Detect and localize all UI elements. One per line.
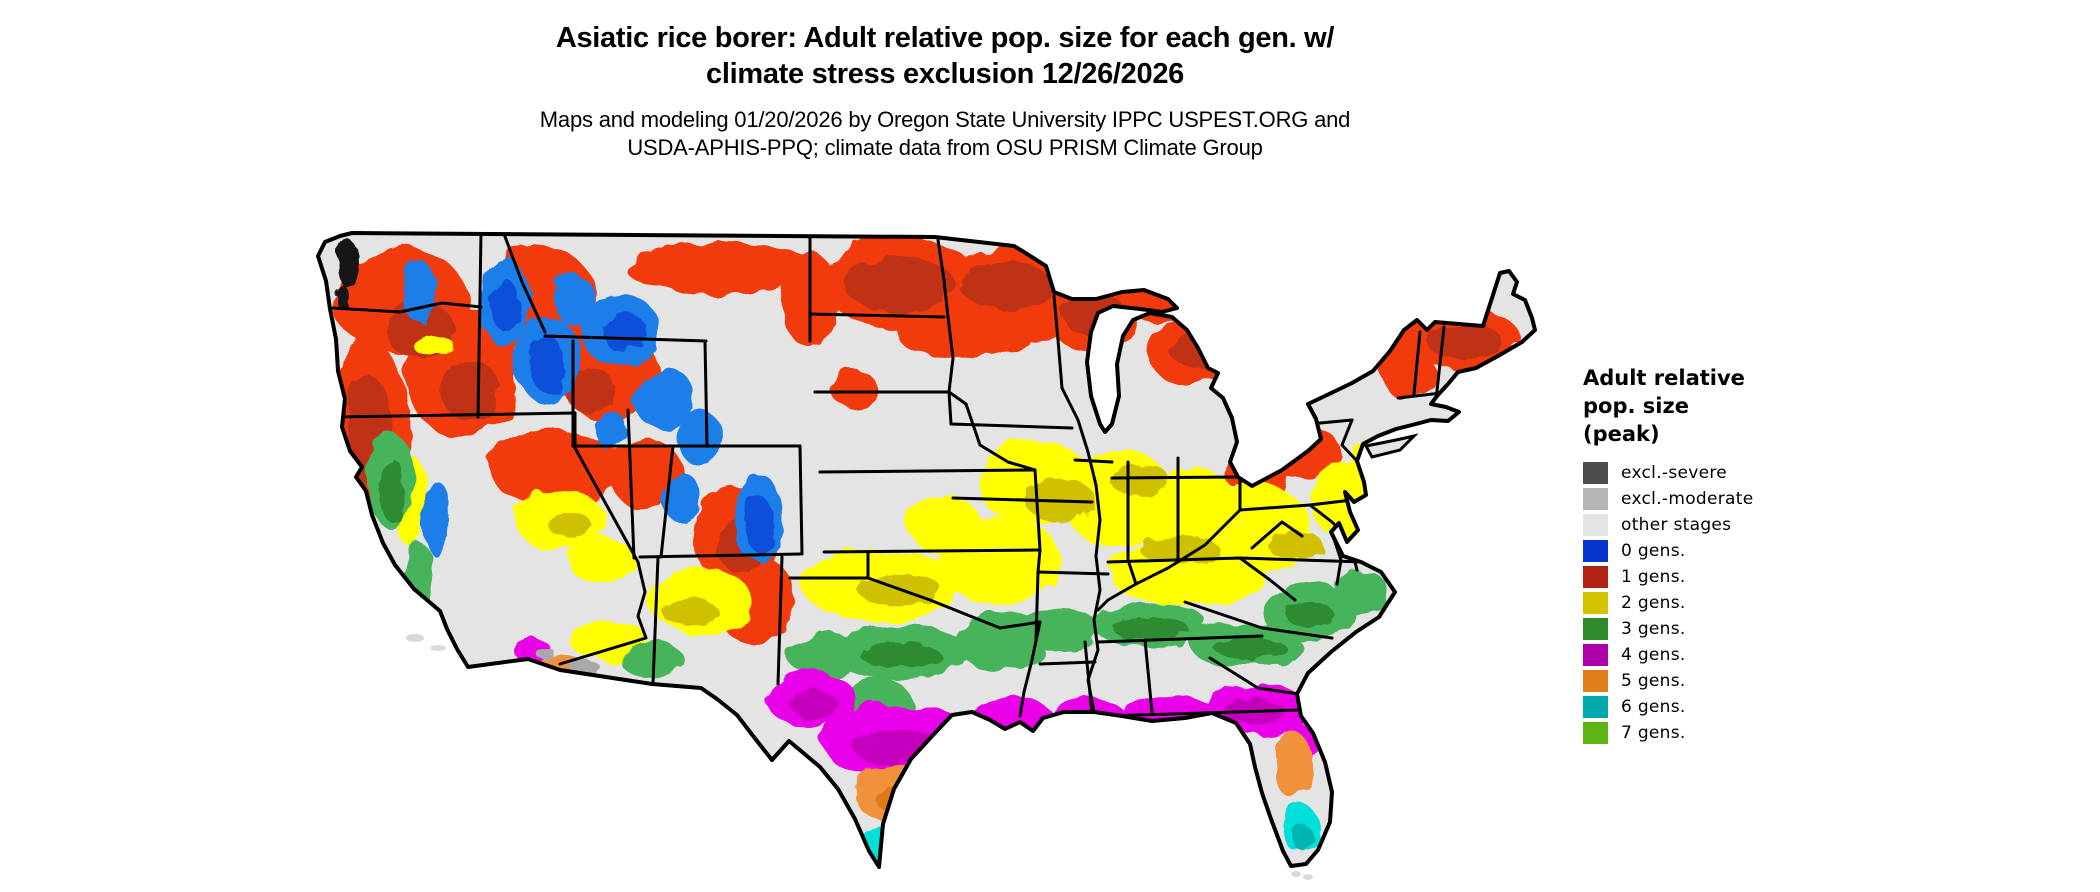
subtitle-line-2: USDA-APHIS-PPQ; climate data from OSU PR… xyxy=(627,135,1263,160)
band-4-gens-shading xyxy=(791,691,1287,766)
legend-swatch xyxy=(1583,722,1608,744)
subtitle-line-1: Maps and modeling 01/20/2026 by Oregon S… xyxy=(539,107,1351,132)
legend-item: 2 gens. xyxy=(1583,590,1883,616)
legend-item-label: 0 gens. xyxy=(1621,541,1686,561)
legend-item: 1 gens. xyxy=(1583,564,1883,590)
legend-item: 4 gens. xyxy=(1583,642,1883,668)
legend-swatch xyxy=(1583,592,1608,614)
legend-item-label: 3 gens. xyxy=(1621,619,1686,639)
legend-item-label: 1 gens. xyxy=(1621,567,1686,587)
legend-item: excl.-severe xyxy=(1583,460,1883,486)
subtitle-block: Maps and modeling 01/20/2026 by Oregon S… xyxy=(0,106,1890,162)
legend-swatch xyxy=(1583,696,1608,718)
legend: Adult relative pop. size (peak) excl.-se… xyxy=(1583,364,1883,746)
legend-item: 7 gens. xyxy=(1583,720,1883,746)
legend-item-label: excl.-moderate xyxy=(1621,489,1754,509)
legend-item-label: 6 gens. xyxy=(1621,697,1686,717)
legend-item-label: excl.-severe xyxy=(1621,463,1728,483)
legend-items: excl.-severe excl.-moderate other stages 0 … xyxy=(1583,460,1883,746)
excl-severe-layer xyxy=(335,240,359,308)
legend-item: excl.-moderate xyxy=(1583,486,1883,512)
legend-swatch xyxy=(1583,540,1608,562)
generation-bands xyxy=(328,233,1520,865)
legend-item: 6 gens. xyxy=(1583,694,1883,720)
title-block: Asiatic rice borer: Adult relative pop. … xyxy=(0,20,1890,162)
offshore-islands xyxy=(406,634,1313,880)
legend-item: 5 gens. xyxy=(1583,668,1883,694)
legend-item: 0 gens. xyxy=(1583,538,1883,564)
legend-swatch xyxy=(1583,618,1608,640)
legend-title-line-3: (peak) xyxy=(1583,422,1660,446)
legend-item-label: other stages xyxy=(1621,515,1732,535)
state-borders xyxy=(331,233,1452,718)
legend-item-label: 4 gens. xyxy=(1621,645,1686,665)
long-island xyxy=(1363,433,1419,459)
legend-item-label: 5 gens. xyxy=(1621,671,1686,691)
legend-swatch xyxy=(1583,462,1608,484)
band-0-gens-shading xyxy=(491,279,774,553)
page-title-line-2: climate stress exclusion 12/26/2026 xyxy=(706,58,1184,90)
legend-swatch xyxy=(1583,644,1608,666)
legend-item: other stages xyxy=(1583,512,1883,538)
legend-title-line-1: Adult relative xyxy=(1583,366,1745,390)
band-6-gens-layer xyxy=(865,806,1321,865)
band-3-gens-shading xyxy=(379,458,1334,668)
legend-swatch xyxy=(1583,670,1608,692)
legend-swatch xyxy=(1583,566,1608,588)
legend-title: Adult relative pop. size (peak) xyxy=(1583,364,1883,448)
legend-item-label: 7 gens. xyxy=(1621,723,1686,743)
band-3-gens-layer xyxy=(368,432,1388,722)
page-title-line-1: Asiatic rice borer: Adult relative pop. … xyxy=(555,22,1335,54)
legend-swatch xyxy=(1583,514,1608,536)
band-6-gens-shading xyxy=(1292,826,1314,850)
legend-title-line-2: pop. size xyxy=(1583,394,1689,418)
legend-item: 3 gens. xyxy=(1583,616,1883,642)
legend-item-label: 2 gens. xyxy=(1621,593,1686,613)
legend-swatch xyxy=(1583,488,1608,510)
